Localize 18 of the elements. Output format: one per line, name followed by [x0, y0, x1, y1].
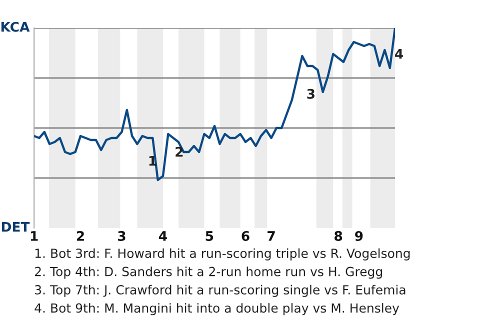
x-tick-label: 8: [334, 231, 342, 241]
text: 3. Top 7th: J. Crawford hit a run-scoring single vs F. Eufemia: [35, 284, 406, 297]
x-tick-label: 2: [76, 231, 84, 241]
x-tick-label: 5: [206, 231, 214, 241]
x-tick-label: 1: [30, 231, 38, 241]
text: 1. Bot 3rd: F. Howard hit a run-scoring triple vs R. Vogelsong: [35, 248, 410, 260]
x-tick-label: 9: [355, 231, 363, 241]
text: 4. Bot 9th: M. Mangini hit into a double play vs M. Hensley: [34, 303, 400, 316]
x-tick-label: 7: [268, 231, 275, 241]
x-tick-label: 6: [242, 231, 250, 241]
text: KCA: [1, 22, 30, 32]
text: DET: [2, 222, 30, 232]
annotation: 4: [395, 49, 403, 59]
x-tick-label: 4: [159, 231, 167, 241]
annotation: 3: [307, 88, 314, 99]
annotation: 2: [176, 146, 183, 157]
text: 2. Top 4th: D. Sanders hit a 2-run home run vs H. Gregg: [34, 266, 382, 279]
x-tick-label: 3: [118, 231, 126, 241]
